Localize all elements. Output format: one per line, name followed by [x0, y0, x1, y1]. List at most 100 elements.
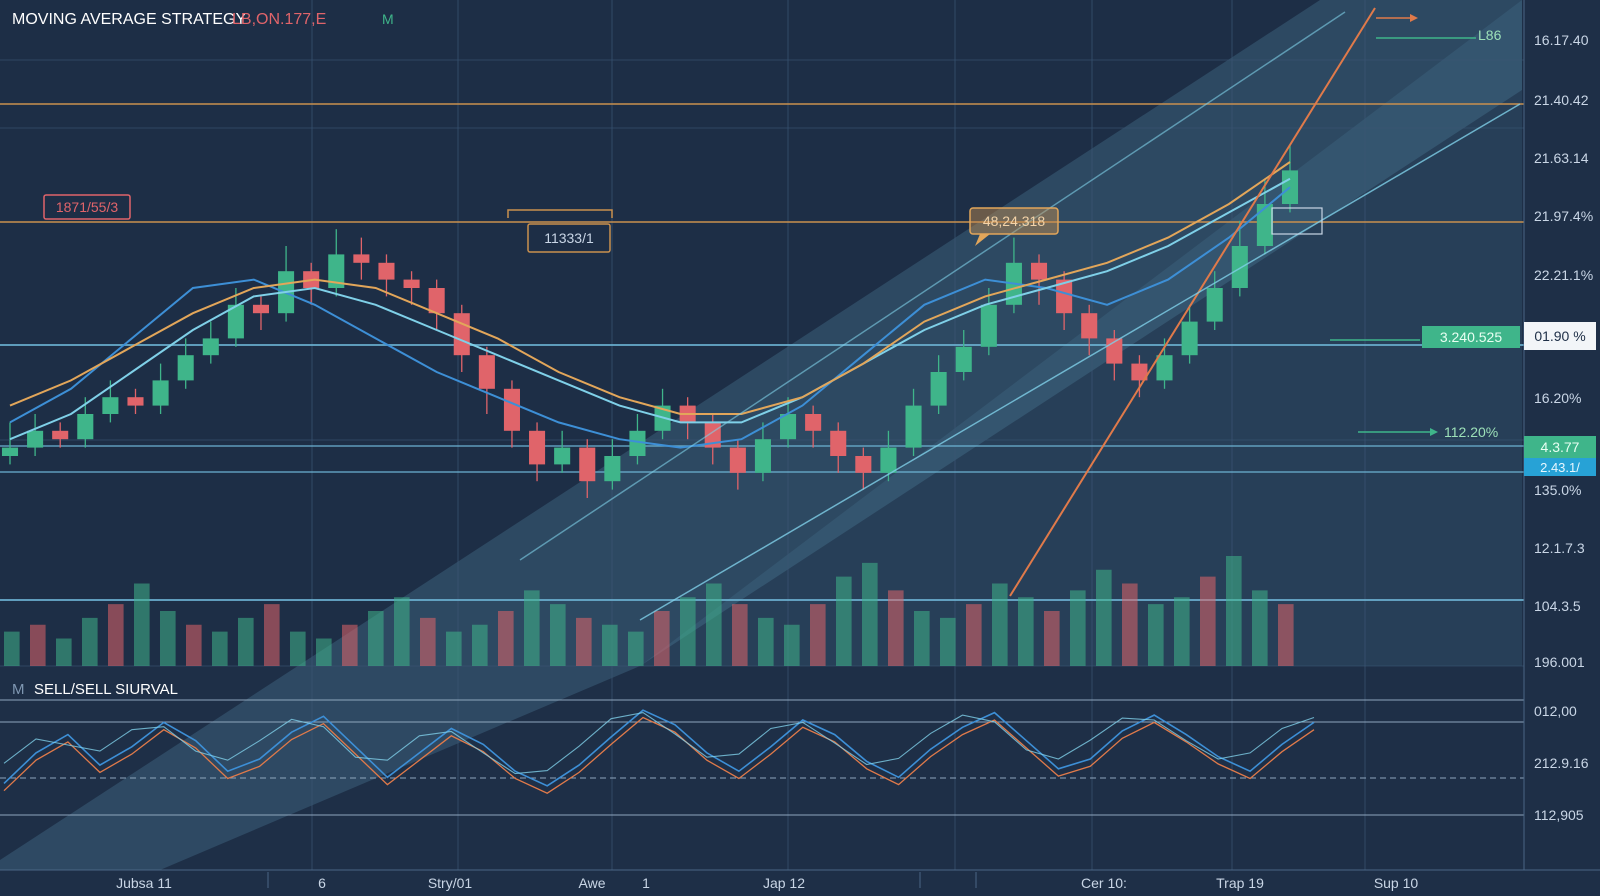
volume-bar: [758, 617, 774, 666]
trend-line-orange[interactable]: [1009, 7, 1376, 597]
selection-box[interactable]: [1271, 207, 1323, 235]
date-axis-label: 1: [642, 875, 650, 891]
volume-bars: [4, 556, 1294, 666]
volume-bar: [602, 624, 618, 666]
date-axis-label: Awe: [579, 875, 606, 891]
volume-bar: [654, 611, 670, 666]
oscillator-panel: [0, 699, 1524, 816]
candle-body: [227, 304, 244, 339]
candle-body: [830, 430, 847, 456]
candle-body: [1156, 355, 1173, 381]
oscillator-signal-line: [3, 716, 1315, 794]
candle: [579, 439, 596, 498]
annotation-left[interactable]: 1871/55/3: [43, 194, 131, 220]
candle-body: [1081, 313, 1098, 339]
candle-body: [754, 439, 771, 473]
annotation-arrow-text: 112.20%: [1444, 424, 1498, 440]
candle-body: [52, 430, 69, 440]
candle: [754, 422, 771, 482]
candle-body: [353, 254, 370, 263]
annotation-top-right[interactable]: L86: [1376, 14, 1502, 43]
volume-bar: [784, 624, 800, 666]
candle-body: [102, 397, 119, 414]
price-tag-cyan: 2.43.1/: [1524, 458, 1596, 476]
candle: [428, 279, 445, 330]
candle: [328, 229, 345, 297]
candle-body: [27, 430, 44, 448]
channel-line-upper[interactable]: [519, 11, 1346, 561]
candle: [227, 288, 244, 347]
price-tag-green: 4.3.77: [1524, 436, 1596, 458]
moving-average-line: [9, 161, 1291, 415]
candle-body: [880, 447, 897, 473]
oscillator-line: [3, 709, 1315, 787]
indicator-title[interactable]: SELL/SELL SIURVAL: [34, 681, 178, 698]
candle-body: [1231, 246, 1248, 288]
candle-body: [729, 447, 746, 473]
candle: [77, 397, 94, 448]
annotation-mid[interactable]: 11333/1: [507, 209, 613, 253]
volume-bar: [264, 604, 280, 666]
candle-body: [1, 447, 19, 456]
candle-body: [955, 346, 972, 372]
date-axis-label: Sup 10: [1374, 875, 1419, 891]
volume-bar: [940, 617, 956, 666]
candle-body: [579, 447, 596, 482]
volume-bar: [30, 624, 46, 666]
annotation-callout-text: 48,24.318: [983, 213, 1045, 229]
annotation-callout[interactable]: 48,24.318: [969, 207, 1059, 246]
candle: [127, 388, 144, 414]
candle: [729, 439, 746, 490]
candle: [1256, 178, 1273, 255]
date-axis-label: 6: [318, 875, 326, 891]
price-tag-green-text: 4.3.77: [1541, 439, 1580, 455]
volume-bar: [524, 590, 540, 666]
candle: [1030, 254, 1048, 305]
price-axis-label: 16.17.40: [1534, 32, 1589, 48]
price-tag-green-wide-text: 3.240.525: [1440, 329, 1502, 345]
date-axis: Jubsa 11 6 Stry/01 Awe 1 Jap 12 Cer 10: Trap 19…: [0, 869, 1600, 891]
volume-bar: [576, 617, 592, 666]
volume-bar: [160, 611, 176, 666]
candle-body: [629, 430, 646, 456]
indicator-axis-label: 112,905: [1534, 807, 1584, 823]
candle: [604, 439, 621, 490]
candle: [1131, 355, 1148, 398]
candle: [252, 296, 270, 330]
moving-average-line: [9, 177, 1291, 441]
candle: [554, 430, 571, 473]
channel-line-lower[interactable]: [639, 103, 1521, 621]
date-axis-label: Cer 10:: [1081, 875, 1127, 891]
volume-bar: [1278, 604, 1294, 666]
volume-bar: [342, 624, 358, 666]
candle: [880, 430, 897, 482]
volume-bar: [1252, 590, 1268, 666]
volume-bar: [394, 597, 410, 666]
price-axis-label: 135.0%: [1534, 482, 1581, 498]
moving-average-line: [9, 186, 1291, 449]
price-axis: 16.17.40 21.40.42 21.63.14 21.97.4% 22.21.1%…: [1523, 0, 1593, 870]
annotation-mid-text: 11333/1: [544, 230, 594, 246]
candle-body: [177, 355, 194, 381]
candle: [52, 422, 69, 448]
volume-bar: [1096, 569, 1112, 666]
candle-body: [202, 338, 219, 356]
candle-body: [780, 414, 797, 440]
annotation-arrow[interactable]: 112.20%: [1358, 424, 1498, 440]
date-axis-label: Stry/01: [428, 875, 473, 891]
candle: [905, 388, 922, 456]
volume-bar: [4, 631, 20, 666]
candle-body: [478, 355, 495, 389]
date-axis-label: Trap 19: [1216, 875, 1264, 891]
indicator-icon-label: M: [12, 681, 25, 698]
price-axis-label: 21.97.4%: [1534, 208, 1593, 224]
price-axis-label: 104.3.5: [1534, 598, 1581, 614]
volume-bar: [836, 576, 852, 666]
price-axis-label: 12.1.7.3: [1534, 540, 1585, 556]
candle-body: [1131, 363, 1148, 381]
candle-body: [1206, 288, 1223, 322]
volume-bar: [550, 604, 566, 666]
volume-bar: [966, 604, 982, 666]
